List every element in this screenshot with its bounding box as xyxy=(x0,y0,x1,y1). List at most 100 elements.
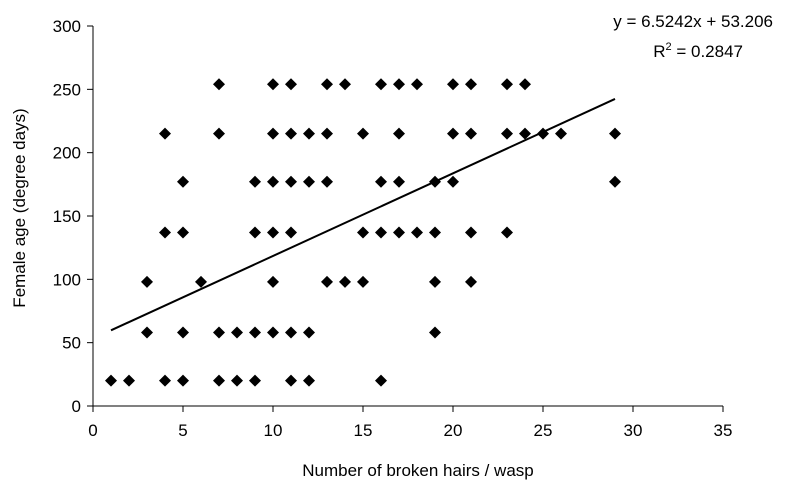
r-squared-symbol: R xyxy=(653,42,665,61)
y-tick-label: 100 xyxy=(53,270,81,289)
data-point xyxy=(357,226,369,239)
data-point xyxy=(555,127,567,140)
data-point xyxy=(447,78,459,91)
data-point xyxy=(339,78,351,91)
data-point xyxy=(519,78,531,91)
data-point xyxy=(213,78,225,91)
r-squared-value: = 0.2847 xyxy=(672,42,743,61)
y-tick-label: 300 xyxy=(53,17,81,36)
x-tick-label: 5 xyxy=(178,421,187,440)
data-point xyxy=(267,226,279,239)
data-point xyxy=(159,374,171,387)
data-point xyxy=(285,175,297,188)
x-tick-label: 15 xyxy=(354,421,373,440)
data-point xyxy=(609,175,621,188)
data-point xyxy=(519,127,531,140)
data-point xyxy=(321,175,333,188)
axes xyxy=(87,25,724,412)
y-tick-label: 150 xyxy=(53,207,81,226)
y-tick-label: 200 xyxy=(53,144,81,163)
data-point xyxy=(267,275,279,288)
data-point xyxy=(357,275,369,288)
data-point xyxy=(267,127,279,140)
data-point xyxy=(105,374,117,387)
y-tick-label: 0 xyxy=(72,397,81,416)
y-tick-label: 250 xyxy=(53,80,81,99)
data-point xyxy=(285,374,297,387)
data-point xyxy=(465,226,477,239)
trendline-equation: y = 6.5242x + 53.206 xyxy=(613,12,773,31)
data-point xyxy=(249,175,261,188)
data-point xyxy=(231,374,243,387)
trendline-r-squared: R2 = 0.2847 xyxy=(653,41,743,61)
data-point xyxy=(375,175,387,188)
data-point xyxy=(447,127,459,140)
data-point xyxy=(249,226,261,239)
data-point xyxy=(411,78,423,91)
data-point xyxy=(285,78,297,91)
data-point xyxy=(177,226,189,239)
x-tick-label: 35 xyxy=(714,421,733,440)
data-point xyxy=(393,175,405,188)
data-point xyxy=(375,78,387,91)
data-point xyxy=(501,226,513,239)
data-point xyxy=(141,275,153,288)
data-point xyxy=(393,226,405,239)
x-axis-label: Number of broken hairs / wasp xyxy=(302,461,534,480)
data-point xyxy=(321,275,333,288)
data-point xyxy=(177,326,189,339)
data-point xyxy=(375,226,387,239)
trendline xyxy=(110,98,616,332)
data-point xyxy=(285,226,297,239)
data-point xyxy=(393,127,405,140)
data-point xyxy=(501,127,513,140)
x-tick-label: 30 xyxy=(624,421,643,440)
data-point xyxy=(303,127,315,140)
data-point xyxy=(267,175,279,188)
data-point xyxy=(195,275,207,288)
data-point xyxy=(609,127,621,140)
data-point xyxy=(285,127,297,140)
data-point xyxy=(447,175,459,188)
data-point xyxy=(177,374,189,387)
data-point xyxy=(429,226,441,239)
data-point xyxy=(159,226,171,239)
data-point xyxy=(375,374,387,387)
data-point xyxy=(249,374,261,387)
data-point xyxy=(339,275,351,288)
data-point xyxy=(393,78,405,91)
data-points xyxy=(105,78,621,387)
data-point xyxy=(537,127,549,140)
data-point xyxy=(429,175,441,188)
data-point xyxy=(141,326,153,339)
data-point xyxy=(465,275,477,288)
data-point xyxy=(303,374,315,387)
data-point xyxy=(465,78,477,91)
data-point xyxy=(213,374,225,387)
x-tick-label: 20 xyxy=(444,421,463,440)
data-point xyxy=(429,326,441,339)
data-point xyxy=(303,175,315,188)
data-point xyxy=(501,78,513,91)
x-tick-label: 10 xyxy=(264,421,283,440)
data-point xyxy=(321,127,333,140)
data-point xyxy=(357,127,369,140)
data-point xyxy=(303,326,315,339)
r-squared-exponent: 2 xyxy=(666,41,672,53)
y-tick-label: 50 xyxy=(62,334,81,353)
data-point xyxy=(465,127,477,140)
x-tick-label: 25 xyxy=(534,421,553,440)
data-point xyxy=(249,326,261,339)
data-point xyxy=(267,326,279,339)
data-point xyxy=(231,326,243,339)
y-axis-label: Female age (degree days) xyxy=(10,108,29,307)
data-point xyxy=(411,226,423,239)
data-point xyxy=(177,175,189,188)
data-point xyxy=(123,374,135,387)
data-point xyxy=(213,326,225,339)
data-point xyxy=(321,78,333,91)
data-point xyxy=(159,127,171,140)
data-point xyxy=(429,275,441,288)
data-point xyxy=(213,127,225,140)
